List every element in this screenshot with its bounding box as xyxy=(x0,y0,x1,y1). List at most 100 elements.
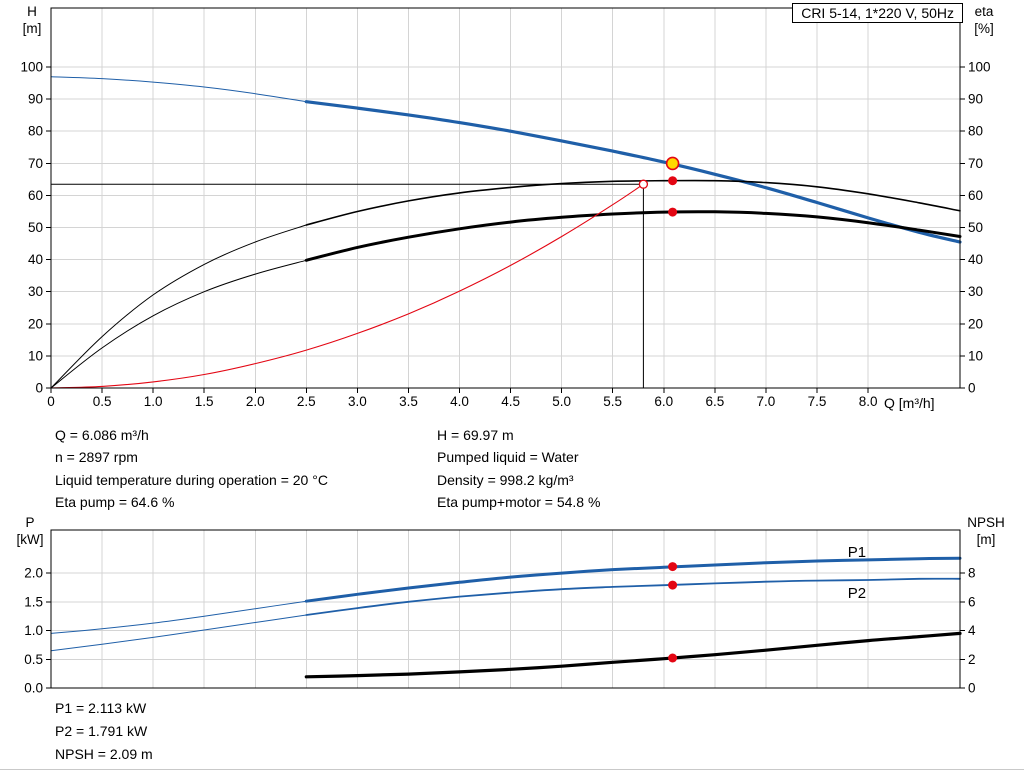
right-tick-label: 80 xyxy=(968,124,983,139)
p2-curve xyxy=(305,577,961,616)
p2-curve-lead xyxy=(50,614,307,652)
x-tick-label: 5.5 xyxy=(603,394,622,409)
left-tick-label: 0 xyxy=(35,381,43,396)
eta-pump-curve xyxy=(305,179,961,226)
x-tick-label: 0.5 xyxy=(93,394,112,409)
x-tick-label: 7.5 xyxy=(808,394,827,409)
right-tick-label: 0 xyxy=(968,681,976,696)
left-tick-label: 1.5 xyxy=(24,594,43,609)
p-axis-title-symbol: P xyxy=(25,515,35,530)
duty-point-marker xyxy=(665,156,680,171)
requested-duty-marker xyxy=(638,179,649,189)
eta-pump-lead xyxy=(50,224,307,389)
x-tick-label: 3.5 xyxy=(399,394,418,409)
x-tick-label: 1.5 xyxy=(195,394,214,409)
npsh-axis-title: NPSH [m] xyxy=(960,514,1012,548)
left-tick-label: 50 xyxy=(28,220,43,235)
axis-tick-labels: 0.0 0.5 1.0 1.5 2.0 0 2 4 6 8 xyxy=(24,566,976,696)
p2-value: P2 = 1.791 kW xyxy=(55,723,148,739)
p1-label: P1 xyxy=(848,544,866,561)
left-tick-label: 20 xyxy=(28,316,43,331)
right-tick-label: 100 xyxy=(968,60,991,75)
h-curve xyxy=(304,100,962,244)
h-axis-title-unit: [m] xyxy=(22,21,42,36)
flow-value: Q = 6.086 m³/h xyxy=(55,427,149,443)
pump-model-box: CRI 5-14, 1*220 V, 50Hz xyxy=(792,3,963,23)
power-npsh-chart: 0.0 0.5 1.0 1.5 2.0 0 2 4 6 8 P1 P2 xyxy=(24,529,976,696)
requested-duty-curve xyxy=(50,183,644,389)
x-tick-label: 4.0 xyxy=(450,394,469,409)
p2-label: P2 xyxy=(848,585,866,602)
eta-axis-title-symbol: eta xyxy=(974,4,994,19)
grid xyxy=(51,8,960,388)
eta-pump-motor-lead xyxy=(50,259,307,389)
x-tick-label: 8.0 xyxy=(859,394,878,409)
x-tick-label: 4.5 xyxy=(501,394,520,409)
h-curve-lead xyxy=(50,76,307,103)
right-tick-label: 4 xyxy=(968,623,976,638)
x-tick-label: 3.0 xyxy=(348,394,367,409)
footer-divider xyxy=(0,769,1024,770)
npsh-marker xyxy=(668,653,678,663)
right-tick-label: 60 xyxy=(968,188,983,203)
axis-ticks xyxy=(46,572,965,689)
right-tick-label: 20 xyxy=(968,316,983,331)
duty-annotations-left: Q = 6.086 m³/h n = 2897 rpm Liquid tempe… xyxy=(55,424,328,514)
qh-eta-chart: 0 10 20 30 40 50 60 70 80 90 100 0 10 20 30 40 50 60 70 80 9… xyxy=(20,7,991,409)
x-tick-label: 1.0 xyxy=(144,394,163,409)
right-tick-label: 2 xyxy=(968,652,976,667)
npsh-axis-title-symbol: NPSH xyxy=(967,515,1005,530)
pumped-liquid-value: Pumped liquid = Water xyxy=(437,449,579,466)
eta-pump-value: Eta pump = 64.6 % xyxy=(55,494,175,511)
left-tick-label: 100 xyxy=(20,60,43,75)
p-axis-title: P [kW] xyxy=(10,514,50,548)
axis-ticks xyxy=(46,66,965,393)
npsh-value: NPSH = 2.09 m xyxy=(55,746,153,762)
npsh-axis-title-unit: [m] xyxy=(976,532,996,547)
left-tick-label: 0.5 xyxy=(24,652,43,667)
p1-curve-lead xyxy=(50,600,307,634)
left-tick-label: 0.0 xyxy=(24,681,43,696)
right-tick-label: 90 xyxy=(968,92,983,107)
grid xyxy=(51,530,960,688)
x-tick-label: 6.5 xyxy=(706,394,725,409)
left-tick-label: 60 xyxy=(28,188,43,203)
duty-annotations-right: H = 69.97 m Pumped liquid = Water Densit… xyxy=(437,424,600,514)
eta-pump-motor-value: Eta pump+motor = 54.8 % xyxy=(437,494,601,511)
left-tick-label: 2.0 xyxy=(24,566,43,581)
h-axis-title-symbol: H xyxy=(27,4,37,19)
q-axis-title: Q [m³/h] xyxy=(884,395,935,411)
x-tick-label: 2.5 xyxy=(297,394,316,409)
eta-axis-title: eta [%] xyxy=(964,3,1004,37)
power-annotations: P1 = 2.113 kW P2 = 1.791 kW NPSH = 2.09 … xyxy=(55,697,153,766)
npsh-curve xyxy=(304,631,962,679)
x-tick-label: 6.0 xyxy=(654,394,673,409)
right-tick-label: 30 xyxy=(968,284,983,299)
head-value: H = 69.97 m xyxy=(437,427,514,443)
left-tick-label: 10 xyxy=(28,348,43,363)
p1-marker xyxy=(668,562,678,572)
right-tick-label: 8 xyxy=(968,566,976,581)
left-tick-label: 40 xyxy=(28,252,43,267)
speed-value: n = 2897 rpm xyxy=(55,449,138,466)
left-tick-label: 90 xyxy=(28,92,43,107)
x-tick-label: 0 xyxy=(47,394,55,409)
eta-pump-marker xyxy=(668,176,678,186)
density-value: Density = 998.2 kg/m³ xyxy=(437,471,574,488)
left-tick-label: 1.0 xyxy=(24,623,43,638)
right-tick-label: 10 xyxy=(968,348,983,363)
plot-frame xyxy=(50,529,961,689)
right-tick-label: 6 xyxy=(968,594,976,609)
eta-pump-motor-marker xyxy=(668,207,678,217)
left-tick-label: 80 xyxy=(28,124,43,139)
axis-tick-labels: 0 10 20 30 40 50 60 70 80 90 100 0 10 20 30 40 50 60 70 80 9… xyxy=(20,60,990,409)
right-tick-label: 0 xyxy=(968,381,976,396)
x-tick-label: 2.0 xyxy=(246,394,265,409)
plot-frame xyxy=(50,7,961,389)
left-tick-label: 70 xyxy=(28,156,43,171)
p1-curve xyxy=(304,556,962,603)
p2-marker xyxy=(668,580,678,590)
p-axis-title-unit: [kW] xyxy=(16,532,44,547)
eta-axis-title-unit: [%] xyxy=(974,21,994,36)
